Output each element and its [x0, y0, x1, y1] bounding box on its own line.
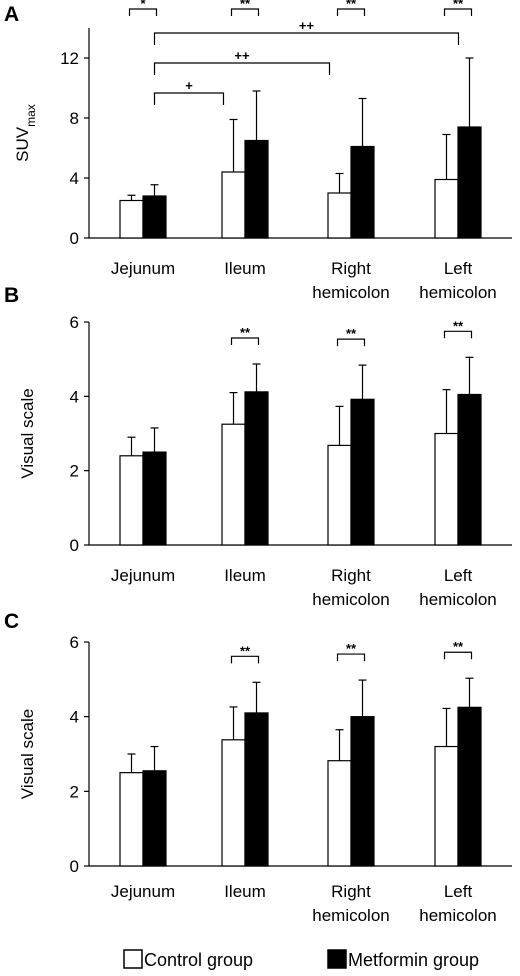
y-tick-label: 8 [70, 109, 79, 128]
metformin-bar [244, 139, 269, 239]
metformin-bar [142, 770, 167, 867]
y-tick-label: 6 [70, 313, 79, 332]
category-label: Right [331, 566, 371, 585]
category-label: Right [331, 882, 371, 901]
category-label: Ileum [224, 566, 266, 585]
metformin-bar [142, 451, 167, 546]
category-label: Left [444, 566, 473, 585]
metformin-bar [244, 712, 269, 867]
category-label: hemicolon [312, 283, 390, 302]
significance-bracket [336, 8, 366, 16]
significance-label: ** [453, 0, 464, 11]
significance-label: ** [346, 0, 357, 11]
y-tick-label: 2 [70, 782, 79, 801]
significance-label: * [140, 0, 146, 11]
category-label: Jejunum [111, 259, 175, 278]
category-label: hemicolon [419, 906, 497, 925]
metformin-bar [350, 398, 375, 546]
y-axis-label: SUVmax [13, 104, 38, 162]
y-tick-label: 0 [70, 536, 79, 555]
comparison-bracket [153, 92, 225, 105]
significance-label: ** [453, 639, 464, 654]
y-axis-label-subscript: max [24, 104, 38, 127]
legend-label: Control group [144, 950, 253, 970]
significance-label: ** [346, 326, 357, 341]
metformin-bar [350, 145, 375, 239]
metformin-bar [457, 126, 482, 239]
category-label: hemicolon [419, 590, 497, 609]
y-tick-label: 6 [70, 633, 79, 652]
y-tick-label: 12 [60, 49, 79, 68]
comparison-label: + [185, 78, 193, 93]
significance-bracket [443, 330, 473, 339]
y-axis-label: Visual scale [18, 709, 37, 799]
legend-label: Metformin group [348, 950, 479, 970]
chart-panel-b: B 0 2 4 6 Visual scale Jejunum Ileum ** Right hemi… [4, 284, 512, 609]
category-label: hemicolon [419, 283, 497, 302]
significance-bracket [230, 655, 260, 664]
metformin-bar [457, 393, 482, 546]
category-label: Right [331, 259, 371, 278]
significance-label: ** [346, 641, 357, 656]
control-bar [327, 444, 352, 546]
y-tick-label: 0 [70, 229, 79, 248]
legend: Control group Metformin group [123, 949, 479, 970]
comparison-bracket [153, 62, 331, 75]
significance-label: ** [240, 325, 251, 340]
category-label: Left [444, 882, 473, 901]
metformin-bar [142, 195, 167, 239]
panel-letter: B [4, 284, 19, 307]
control-bar [434, 432, 459, 546]
significance-bracket [336, 653, 366, 662]
chart-panel-c: C 0 2 4 6 Visual scale Jejunum Ileum ** Right hemi… [4, 610, 512, 925]
significance-bracket [230, 337, 260, 345]
significance-bracket [128, 8, 158, 16]
category-label: hemicolon [312, 590, 390, 609]
category-label: hemicolon [312, 906, 390, 925]
significance-bracket [443, 651, 473, 660]
y-tick-label: 4 [70, 387, 79, 406]
legend-swatch [123, 949, 143, 969]
comparison-label: ++ [299, 18, 315, 33]
chart-panel-a: A 0 4 8 12 SUVmax Jejunum * Ileum ** Right hemicolo… [4, 0, 512, 302]
category-label: Left [444, 259, 473, 278]
significance-bracket [443, 8, 473, 16]
category-label: Jejunum [111, 882, 175, 901]
y-tick-label: 4 [70, 169, 79, 188]
y-tick-label: 0 [70, 857, 79, 876]
category-label: Jejunum [111, 566, 175, 585]
y-axis-label: Visual scale [18, 388, 37, 478]
control-bar [119, 772, 144, 867]
control-bar [327, 192, 352, 239]
control-bar [119, 455, 144, 546]
control-bar [221, 739, 246, 867]
y-tick-label: 4 [70, 708, 79, 727]
significance-label: ** [453, 318, 464, 333]
panel-letter: A [4, 3, 19, 26]
control-bar [327, 760, 352, 867]
metformin-bar [350, 716, 375, 867]
category-label: Ileum [224, 259, 266, 278]
significance-bracket [230, 8, 260, 16]
control-bar [119, 199, 144, 239]
control-bar [434, 745, 459, 867]
comparison-bracket [153, 32, 460, 45]
panel-letter: C [4, 610, 19, 633]
category-label: Ileum [224, 882, 266, 901]
control-bar [434, 178, 459, 239]
control-bar [221, 423, 246, 546]
comparison-label: ++ [234, 48, 250, 63]
y-tick-label: 2 [70, 462, 79, 481]
significance-label: ** [240, 0, 251, 11]
significance-bracket [336, 338, 366, 347]
control-bar [221, 171, 246, 239]
legend-swatch [327, 949, 347, 969]
metformin-bar [457, 706, 482, 867]
metformin-bar [244, 391, 269, 546]
significance-label: ** [240, 643, 251, 658]
